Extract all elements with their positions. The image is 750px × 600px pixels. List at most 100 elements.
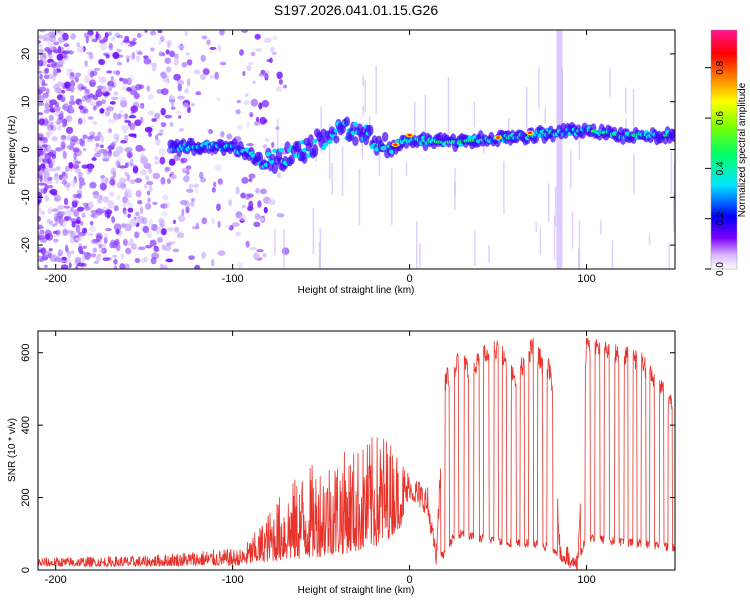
spectral-noise-blob [95,31,99,40]
spectral-noise-blob [56,81,64,87]
spectral-noise-blob [201,35,208,40]
ridge-blob [307,134,315,148]
spectral-noise-blob [84,205,89,210]
spectral-noise-blob [217,220,221,228]
spectral-noise-blob [199,73,207,81]
spectral-noise-blob [38,265,41,269]
spectral-noise-blob [113,265,118,269]
spectral-noise-blob [91,38,98,43]
spectral-noise-blob [80,86,87,90]
spectral-noise-blob [60,96,66,102]
spectral-noise-blob [188,183,194,189]
snr-line [38,337,675,570]
spectral-noise-blob [248,173,256,179]
spectral-noise-blob [99,182,107,191]
spectral-noise-blob [124,147,133,153]
ridge-blob [670,129,675,143]
spectral-noise-blob [178,128,185,132]
spectral-noise-blob [217,44,222,53]
ridge-core [388,149,395,154]
spectral-noise-blob [161,211,169,217]
spectral-noise-blob [97,253,102,257]
spectral-noise-blob [129,218,138,227]
spectral-noise-blob [146,231,153,239]
spectral-noise-blob [134,257,141,264]
spectral-noise-blob [239,49,244,56]
spectral-noise-blob [113,133,120,140]
spectral-noise-blob [69,71,75,77]
spectral-noise-blob [71,199,78,208]
spectral-noise-blob [62,118,67,126]
spectral-noise-blob [38,112,44,116]
ridge-core [323,142,329,147]
spectral-noise-blob [182,102,189,110]
spectral-noise-blob [148,218,154,227]
snr-frame [37,330,676,571]
spectral-noise-blob [54,216,58,222]
spectral-noise-blob [125,247,132,255]
ridge-core [327,139,333,145]
spectral-noise-blob [177,83,182,92]
spectral-noise-blob [253,120,261,126]
spectral-noise-blob [110,36,116,41]
spectral-noise-blob [120,253,125,260]
spectral-noise-blob [191,225,200,230]
spectral-noise-blob [38,40,42,44]
spectral-noise-blob [108,31,112,37]
spectral-noise-blob [106,80,115,87]
ridge-core [352,121,359,127]
spectral-noise-blob [48,248,53,252]
ridge-blob [381,131,389,142]
spectral-noise-blob [250,98,259,107]
spectral-noise-blob [166,242,172,247]
spectral-noise-blob [216,97,221,102]
spectral-noise-blob [236,99,241,104]
spectral-noise-blob [177,45,185,49]
spectral-noise-blob [112,254,118,259]
spectral-noise-blob [253,221,261,228]
spectral-noise-blob [127,207,134,213]
spectral-noise-blob [38,204,41,212]
spectral-noise-blob [108,149,112,157]
spectral-noise-blob [98,39,106,44]
spectral-noise-blob [107,86,111,93]
spectral-noise-blob [107,128,113,134]
spectral-noise-blob [92,247,98,253]
spectral-noise-blob [254,213,261,220]
spectral-noise-blob [60,218,64,226]
spectral-noise-blob [81,95,87,102]
spectrogram-y-tick-label: 20 [20,48,32,60]
spectral-noise-blob [166,178,172,184]
spectral-noise-blob [69,143,75,149]
ridge-peak-center [527,131,532,134]
spectral-noise-blob [188,255,195,261]
spectral-noise-blob [53,105,61,113]
spectral-noise-blob [142,225,150,234]
spectral-noise-blob [235,231,242,237]
spectral-noise-blob [108,42,113,51]
spectral-noise-blob [49,99,58,106]
spectral-noise-blob [120,100,128,108]
spectral-noise-blob [189,201,195,208]
ridge-core [301,147,308,153]
spectral-noise-blob [54,194,62,202]
spectral-noise-blob [147,197,151,203]
spectral-noise-blob [175,110,182,115]
spectral-noise-blob [70,180,77,188]
spectral-noise-blob [276,213,285,218]
spectral-noise-blob [53,41,60,46]
spectral-noise-blob [106,70,113,74]
colorbar: 0.0 0.2 0.4 0.6 0.8 Normalized spectral ampl… [705,29,748,276]
spectral-noise-blob [115,70,121,76]
spectral-noise-blob [160,203,168,209]
spectral-noise-blob [53,197,59,202]
spectral-noise-blob [41,157,46,162]
spectral-noise-blob [38,70,43,74]
spectral-noise-blob [146,85,151,92]
spectral-noise-blob [245,93,249,97]
spectral-noise-blob [63,181,71,188]
spectral-noise-blob [132,165,139,174]
spectral-noise-blob [69,250,75,255]
spectral-noise-blob [38,59,44,67]
spectral-noise-blob [114,32,121,38]
